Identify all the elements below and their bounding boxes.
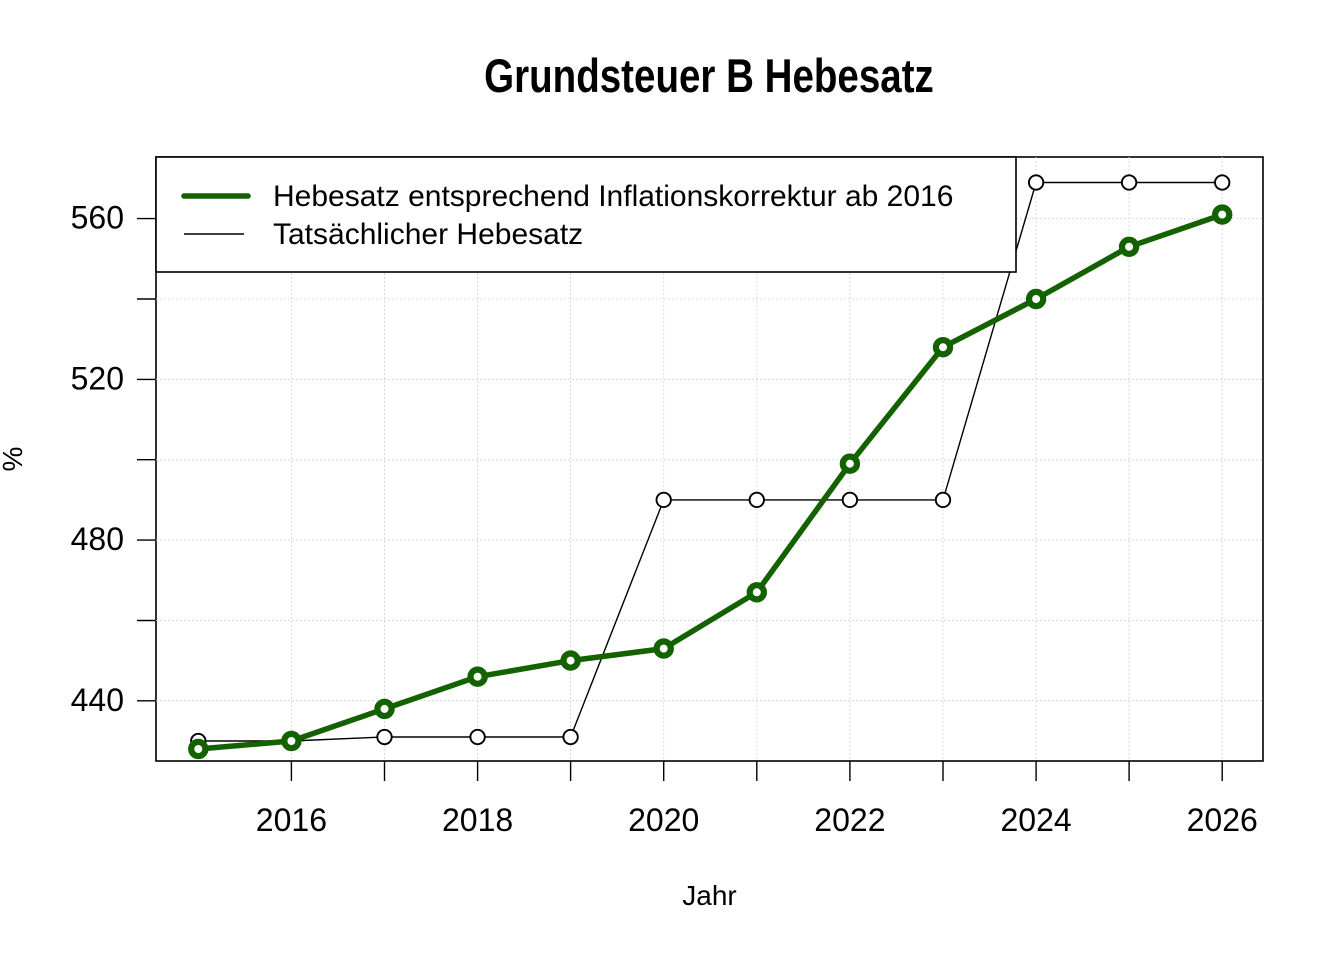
- svg-text:Tatsächlicher Hebesatz: Tatsächlicher Hebesatz: [273, 218, 583, 251]
- svg-text:440: 440: [71, 682, 124, 718]
- svg-text:Hebesatz entsprechend Inflatio: Hebesatz entsprechend Inflationskorrektu…: [273, 180, 953, 213]
- svg-text:2024: 2024: [1001, 802, 1072, 838]
- svg-text:2020: 2020: [628, 802, 699, 838]
- svg-text:Grundsteuer B Hebesatz: Grundsteuer B Hebesatz: [484, 50, 934, 102]
- svg-text:2016: 2016: [256, 802, 327, 838]
- svg-text:480: 480: [71, 521, 124, 557]
- svg-text:Jahr: Jahr: [682, 880, 736, 911]
- svg-text:2018: 2018: [442, 802, 513, 838]
- svg-text:2022: 2022: [814, 802, 885, 838]
- svg-text:2026: 2026: [1187, 802, 1258, 838]
- svg-text:520: 520: [71, 360, 124, 396]
- svg-text:560: 560: [71, 200, 124, 236]
- svg-text:%: %: [0, 447, 28, 472]
